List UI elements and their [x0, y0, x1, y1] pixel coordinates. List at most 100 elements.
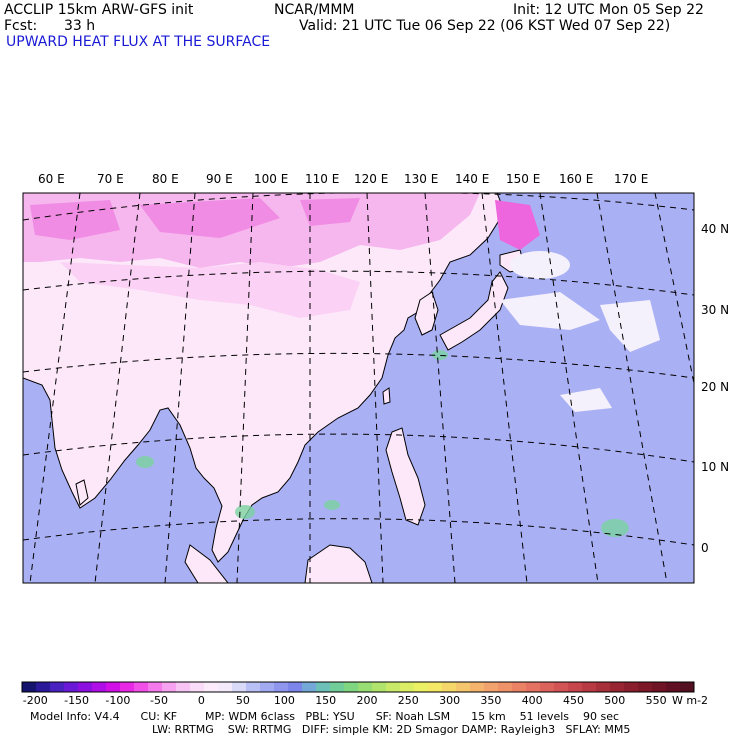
- colorbar-swatch: [596, 682, 611, 692]
- field-title: UPWARD HEAT FLUX AT THE SURFACE: [6, 34, 271, 50]
- colorbar-swatch: [316, 682, 331, 692]
- colorbar-swatch: [470, 682, 485, 692]
- lon-label: 150 E: [506, 172, 541, 186]
- lon-label: 70 E: [97, 172, 124, 186]
- colorbar-tick-label: 100: [273, 694, 295, 707]
- lat-label: 40 N: [701, 222, 730, 236]
- colorbar-swatch: [204, 682, 219, 692]
- colorbar-swatch: [442, 682, 457, 692]
- colorbar-swatch: [274, 682, 289, 692]
- colorbar-swatch: [36, 682, 51, 692]
- lon-label: 80 E: [152, 172, 179, 186]
- colorbar-swatch: [666, 682, 681, 692]
- colorbar-tick-label: 400: [521, 694, 543, 707]
- colorbar-swatch: [358, 682, 373, 692]
- colorbar-swatch: [512, 682, 527, 692]
- land-korea: [414, 291, 439, 336]
- colorbar-swatch: [568, 682, 583, 692]
- model-info-line1: Model Info: V4.4 CU: KF MP: WDM 6class P…: [30, 710, 620, 723]
- lat-label: 30 N: [701, 303, 730, 317]
- flux-high-patches: [136, 350, 629, 537]
- forecast-hour: 33 h: [64, 18, 96, 34]
- colorbar-tick-label: 0: [197, 694, 205, 707]
- colorbar-swatch: [218, 682, 233, 692]
- land-sri-lanka: [75, 479, 89, 506]
- colorbar-frame: [21, 681, 695, 693]
- lat-label: 20 N: [701, 380, 730, 394]
- lon-label: 100 E: [254, 172, 289, 186]
- colorbar-swatch: [400, 682, 415, 692]
- colorbar-swatch: [148, 682, 163, 692]
- colorbar-tick-label: 250: [397, 694, 419, 707]
- lon-label: 110 E: [305, 172, 340, 186]
- flux-zero-patches: [500, 251, 660, 412]
- colorbar-tick-label: -200: [22, 694, 48, 707]
- model-title: ACCLIP 15km ARW-GFS init: [4, 2, 194, 18]
- colorbar-swatch: [260, 682, 275, 692]
- colorbar-swatch: [624, 682, 639, 692]
- land-taiwan: [382, 387, 391, 405]
- colorbar-swatch: [540, 682, 555, 692]
- colorbar-swatch: [302, 682, 317, 692]
- land-pink-mid: [60, 262, 360, 318]
- colorbar-tick-label: -100: [105, 694, 131, 707]
- colorbar-swatch: [610, 682, 625, 692]
- init-time: Init: 12 UTC Mon 05 Sep 22: [513, 2, 704, 18]
- colorbar-swatch: [232, 682, 247, 692]
- center-label: NCAR/MMM: [274, 2, 355, 18]
- colorbar-swatch: [414, 682, 429, 692]
- lon-label: 140 E: [455, 172, 490, 186]
- colorbar-swatch: [246, 682, 261, 692]
- colorbar-swatch: [372, 682, 387, 692]
- colorbar-tick-label: 50: [235, 694, 250, 707]
- colorbar-labels: -200 -150 -100 -50 0 50 100 150 200 250 300 350 400 4…: [0, 695, 740, 707]
- colorbar-swatch: [162, 682, 177, 692]
- colorbar: [21, 681, 695, 693]
- colorbar-swatch: [288, 682, 303, 692]
- colorbar-tick-label: -150: [64, 694, 90, 707]
- colorbar-swatch: [652, 682, 667, 692]
- lon-label: 170 E: [614, 172, 649, 186]
- colorbar-swatch: [638, 682, 653, 692]
- lon-label: 90 E: [206, 172, 233, 186]
- colorbar-swatch: [680, 682, 695, 692]
- lon-label: 160 E: [559, 172, 594, 186]
- lon-label: 120 E: [354, 172, 389, 186]
- colorbar-swatch: [386, 682, 401, 692]
- colorbar-tick-label: 550: [645, 694, 667, 707]
- lat-label: 10 N: [701, 460, 730, 474]
- colorbar-swatch: [134, 682, 149, 692]
- colorbar-swatch: [190, 682, 205, 692]
- lon-label: 60 E: [38, 172, 65, 186]
- graticule: [23, 193, 694, 583]
- land-japan: [439, 271, 509, 351]
- valid-time: Valid: 21 UTC Tue 06 Sep 22 (06 KST Wed …: [299, 18, 671, 34]
- model-info-line2: LW: RRTMG SW: RRTMG DIFF: simple KM: 2D …: [152, 723, 631, 736]
- lat-label: 0: [701, 541, 709, 555]
- colorbar-swatch: [428, 682, 443, 692]
- colorbar-swatch: [78, 682, 93, 692]
- colorbar-swatch: [120, 682, 135, 692]
- colorbar-swatch: [106, 682, 121, 692]
- colorbar-tick-label: 500: [604, 694, 626, 707]
- colorbar-swatch: [330, 682, 345, 692]
- colorbar-swatch: [344, 682, 359, 692]
- land-philippines: [385, 427, 426, 526]
- colorbar-swatch: [176, 682, 191, 692]
- colorbar-swatch: [22, 682, 37, 692]
- colorbar-unit: W m-2: [672, 694, 709, 707]
- colorbar-swatch: [64, 682, 79, 692]
- colorbar-swatch: [50, 682, 65, 692]
- colorbar-swatch: [498, 682, 513, 692]
- colorbar-tick-label: 150: [315, 694, 337, 707]
- colorbar-tick-label: -50: [150, 694, 168, 707]
- colorbar-swatch: [456, 682, 471, 692]
- colorbar-swatch: [582, 682, 597, 692]
- colorbar-swatch: [526, 682, 541, 692]
- colorbar-swatch: [92, 682, 107, 692]
- colorbar-swatch: [484, 682, 499, 692]
- colorbar-tick-label: 350: [480, 694, 502, 707]
- lon-label: 130 E: [404, 172, 439, 186]
- land-magenta-ne: [495, 200, 540, 250]
